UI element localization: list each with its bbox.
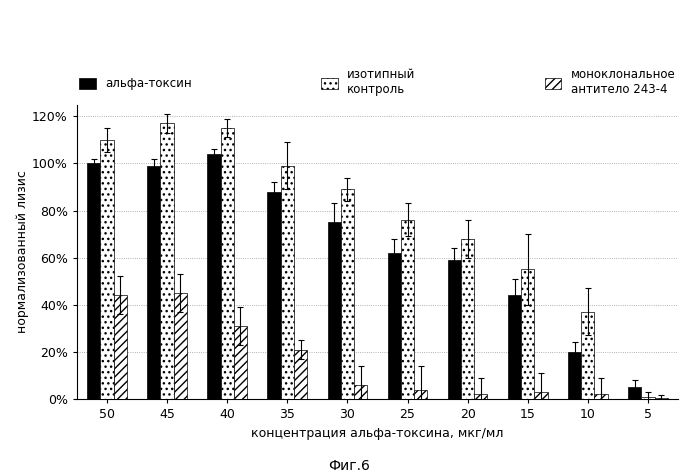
Bar: [341, 190, 354, 399]
Bar: [268, 192, 281, 399]
Bar: [534, 392, 547, 399]
Bar: [654, 398, 668, 399]
Bar: [628, 387, 642, 399]
Bar: [414, 390, 427, 399]
Bar: [582, 312, 594, 399]
Bar: [281, 166, 294, 399]
Bar: [594, 394, 607, 399]
Bar: [208, 154, 221, 399]
Legend: альфа-токсин, изотипный
контроль, моноклональное
антитело 243-4: альфа-токсин, изотипный контроль, монокл…: [77, 66, 678, 99]
Bar: [294, 350, 307, 399]
Bar: [113, 295, 127, 399]
Bar: [461, 239, 474, 399]
Bar: [101, 140, 113, 399]
Bar: [233, 326, 247, 399]
Bar: [354, 385, 367, 399]
Bar: [147, 166, 161, 399]
X-axis label: концентрация альфа-токсина, мкг/мл: концентрация альфа-токсина, мкг/мл: [251, 427, 504, 439]
Bar: [568, 352, 582, 399]
Bar: [87, 163, 101, 399]
Bar: [474, 394, 487, 399]
Bar: [448, 260, 461, 399]
Bar: [328, 222, 341, 399]
Bar: [221, 128, 233, 399]
Y-axis label: нормализованный лизис: нормализованный лизис: [16, 171, 29, 333]
Bar: [388, 253, 401, 399]
Bar: [161, 124, 173, 399]
Bar: [521, 269, 534, 399]
Bar: [642, 397, 654, 399]
Bar: [401, 220, 414, 399]
Bar: [508, 295, 521, 399]
Bar: [173, 293, 187, 399]
Text: Фиг.6: Фиг.6: [329, 459, 370, 473]
